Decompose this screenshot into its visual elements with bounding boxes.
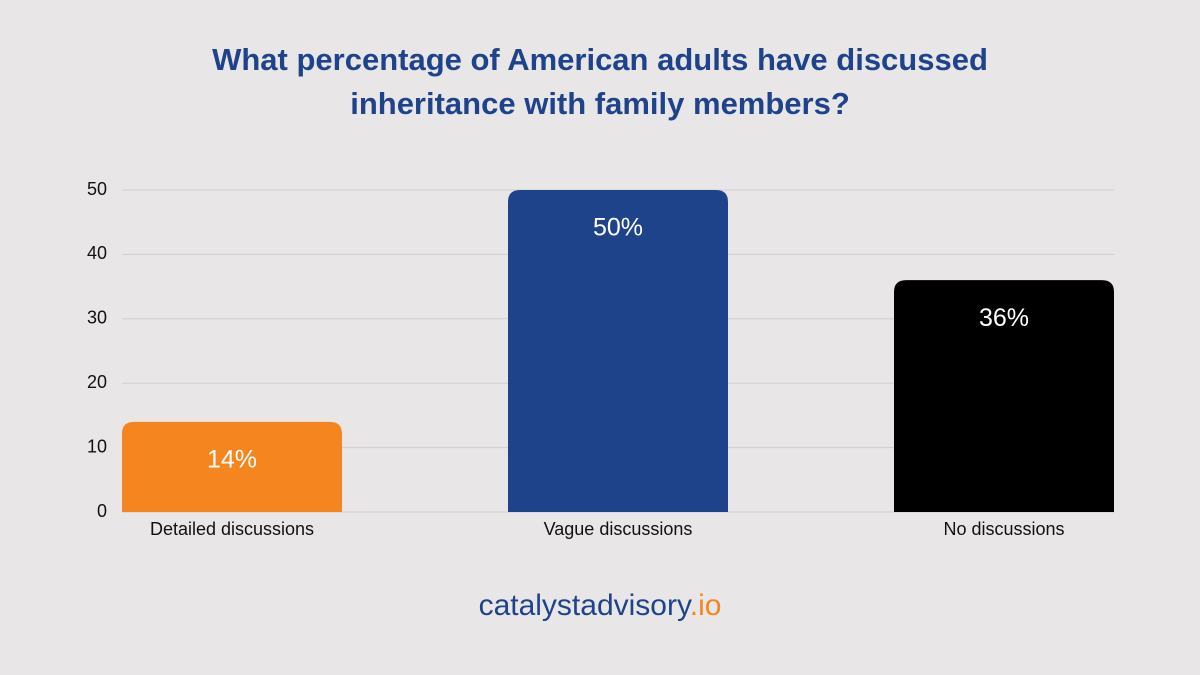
brand-logo: catalystadvisory.io (479, 589, 722, 622)
y-tick-label: 10 (87, 436, 107, 456)
brand-name: catalystadvisory (479, 589, 692, 622)
value-label: 50% (593, 214, 643, 242)
y-tick-label: 50 (87, 179, 107, 199)
value-label: 14% (207, 445, 257, 473)
value-label: 36% (979, 304, 1029, 332)
chart-title: What percentage of American adults have … (212, 42, 988, 121)
bar (894, 280, 1114, 512)
y-tick-label: 30 (87, 308, 107, 328)
bar (508, 190, 728, 512)
brand-suffix: .io (690, 589, 722, 622)
x-tick-label: No discussions (943, 519, 1064, 539)
y-tick-label: 0 (97, 501, 107, 521)
y-tick-label: 40 (87, 243, 107, 263)
bar (122, 421, 342, 512)
x-tick-label: Vague discussions (544, 519, 693, 539)
y-tick-label: 20 (87, 372, 107, 392)
x-tick-label: Detailed discussions (150, 519, 314, 539)
